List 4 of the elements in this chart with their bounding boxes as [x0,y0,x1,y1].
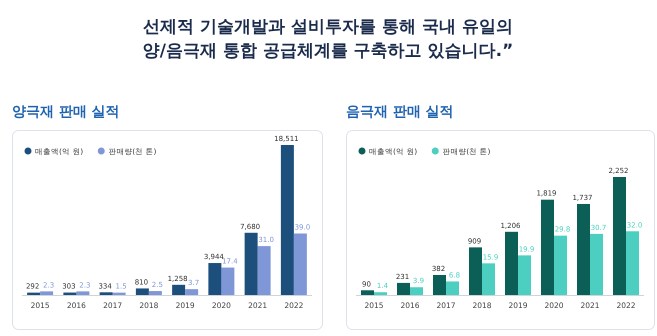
chart-title: 음극재 판매 실적 [346,104,454,120]
bar [280,145,294,295]
text: 선제적 기술개발과 설비투자를 통해 국내 유일의 양/음극재 통합 공급체계를 구축하고 있습니다.” [142,17,514,61]
chart-title: 양극재 판매 실적 [12,104,120,120]
